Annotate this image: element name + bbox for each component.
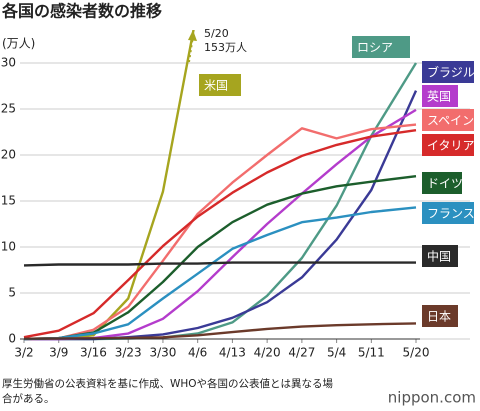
annotation: 153万人	[204, 41, 247, 54]
note: 厚生労働省の公表資料を基に作成、WHOや各国の公表値とは異なる場	[2, 377, 334, 390]
series-line	[23, 30, 195, 341]
legend-label: 中国	[427, 249, 451, 264]
chart-title: 各国の感染者数の推移	[1, 2, 162, 21]
note: 合がある。	[2, 392, 55, 405]
y-axis-label: (万人)	[2, 37, 35, 51]
x-tick-label: 4/6	[188, 346, 207, 360]
legend-box	[352, 36, 410, 58]
x-tick-label: 3/16	[80, 346, 107, 360]
legend-label: スペイン	[427, 114, 474, 128]
y-tick-label: 15	[1, 194, 16, 208]
x-tick-label: 5/11	[358, 346, 385, 360]
annotation: 5/20	[204, 27, 229, 40]
legend-box	[422, 305, 458, 327]
legend-label: ブラジル	[427, 65, 475, 80]
legend-box	[422, 109, 474, 131]
y-tick-label: 30	[1, 56, 16, 70]
x-tick-label: 4/13	[219, 346, 246, 360]
series-line	[23, 261, 416, 267]
series-line	[23, 123, 417, 341]
series-line	[24, 108, 417, 341]
legend-box	[422, 245, 458, 267]
series-line	[23, 322, 417, 340]
y-tick-label: 0	[8, 332, 16, 346]
x-tick-label: 5/20	[403, 346, 430, 360]
legend-box	[422, 85, 458, 107]
series-line	[23, 206, 417, 341]
legend-box	[199, 74, 241, 96]
legend-box	[422, 61, 474, 83]
series-line	[23, 129, 417, 339]
x-tick-label: 4/20	[254, 346, 281, 360]
x-tick-label: 4/27	[288, 346, 315, 360]
legend-box	[422, 172, 462, 194]
legend-label: イタリア	[427, 139, 475, 153]
legend-label: ドイツ	[427, 177, 463, 191]
legend-label: ロシア	[357, 41, 393, 55]
legend-label: フランス	[427, 207, 475, 221]
source: nippon.com	[388, 389, 476, 407]
x-tick-label: 5/4	[327, 346, 346, 360]
y-tick-label: 5	[8, 286, 16, 300]
y-tick-label: 20	[1, 148, 16, 162]
legend-label: 米国	[204, 79, 228, 93]
x-tick-label: 3/23	[115, 346, 142, 360]
legend-box	[422, 202, 474, 224]
legend-label: 英国	[427, 90, 451, 104]
x-tick-label: 3/2	[14, 346, 33, 360]
y-tick-label: 10	[1, 240, 16, 254]
y-tick-label: 25	[1, 102, 16, 116]
x-tick-label: 3/30	[149, 346, 176, 360]
x-tick-label: 3/9	[49, 346, 68, 360]
legend-box	[422, 134, 474, 156]
legend-label: 日本	[427, 310, 451, 324]
